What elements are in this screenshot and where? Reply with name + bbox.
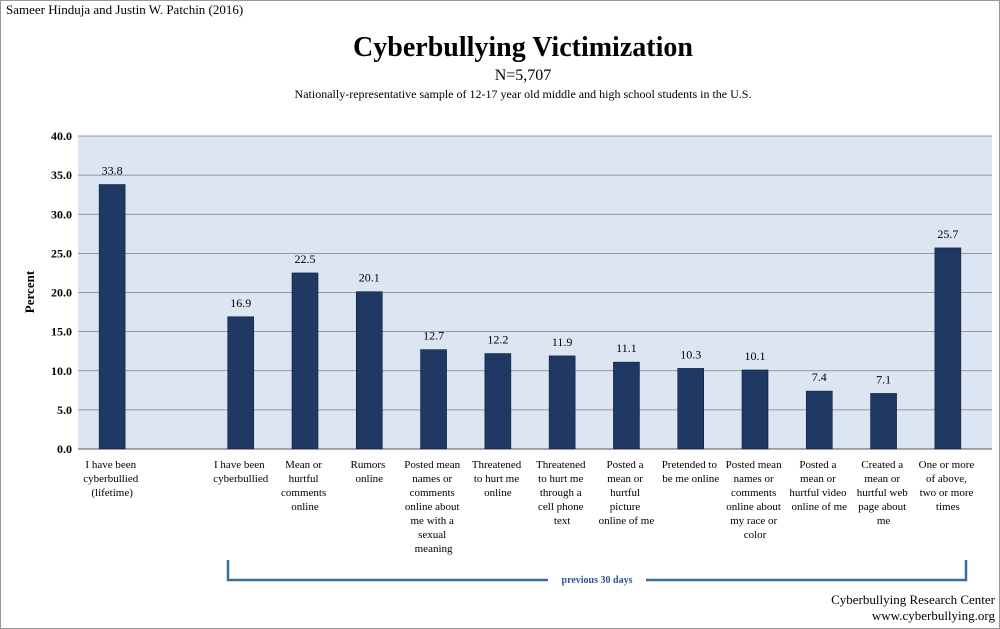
y-tick-label: 5.0 [57,403,72,417]
bar [805,390,833,450]
y-tick-label: 15.0 [51,325,72,339]
y-tick-label: 25.0 [51,246,72,260]
value-label: 10.3 [680,347,701,361]
x-tick-label: Posted mean names or comments online abo… [726,459,785,541]
x-tick-label: Created a mean or hurtful web page about… [857,459,911,527]
value-label: 10.1 [745,349,766,363]
x-tick-label: Mean or hurtful comments online [281,459,329,513]
credit: Sameer Hinduja and Justin W. Patchin (20… [6,2,243,17]
source: Cyberbullying Research Center [831,592,996,607]
value-label: 11.9 [552,335,573,349]
chart-title: Cyberbullying Victimization [353,32,693,63]
x-tick-label: Posted a mean or hurtful video online of… [789,459,849,513]
y-tick-label: 10.0 [51,364,72,378]
y-tick-label: 20.0 [51,286,72,300]
y-tick-label: 40.0 [51,129,72,143]
x-tick-label: Posted mean names or comments online abo… [404,459,463,555]
bar [291,272,319,450]
value-label: 22.5 [295,252,316,266]
bracket-gap [548,572,646,588]
y-tick-label: 35.0 [51,168,72,182]
x-tick-label: Threatened to hurt me online [472,459,524,499]
x-tick-label: I have been cyberbullied (lifetime) [83,459,141,499]
bar [613,361,640,450]
x-tick-label: Rumors online [350,459,388,485]
value-label: 33.8 [102,164,123,178]
value-label: 20.1 [359,271,380,285]
value-label: 16.9 [230,296,251,310]
subtitle: Nationally-representative sample of 12-1… [295,87,752,101]
x-tick-label: Threatened to hurt me through a cell pho… [536,459,588,527]
value-label: 11.1 [616,341,637,355]
y-axis-label: Percent [22,270,37,313]
bar [420,349,447,450]
bar [355,291,383,450]
bar [548,355,576,450]
bar [934,247,962,450]
x-tick-label: One or more of above, two or more times [919,459,977,513]
value-label: 12.2 [487,333,508,347]
value-label: 7.4 [812,370,827,384]
bracket-label: previous 30 days [562,575,633,586]
sample-size: N=5,707 [495,67,552,84]
value-label: 12.7 [423,329,444,343]
bar [741,369,769,450]
value-label: 25.7 [937,227,958,241]
bar [227,316,255,450]
y-tick-label: 30.0 [51,207,72,221]
value-label: 7.1 [876,372,891,386]
bar [484,353,512,450]
bar [98,184,126,450]
x-tick-label: Pretended to be me online [662,459,720,485]
x-tick-label: Posted a mean or hurtful picture online … [599,459,655,527]
bar [677,368,705,450]
bar [870,393,897,450]
y-tick-label: 0.0 [57,442,72,456]
x-tick-label: I have been cyberbullied [213,459,268,485]
source-url: www.cyberbullying.org [872,608,996,623]
